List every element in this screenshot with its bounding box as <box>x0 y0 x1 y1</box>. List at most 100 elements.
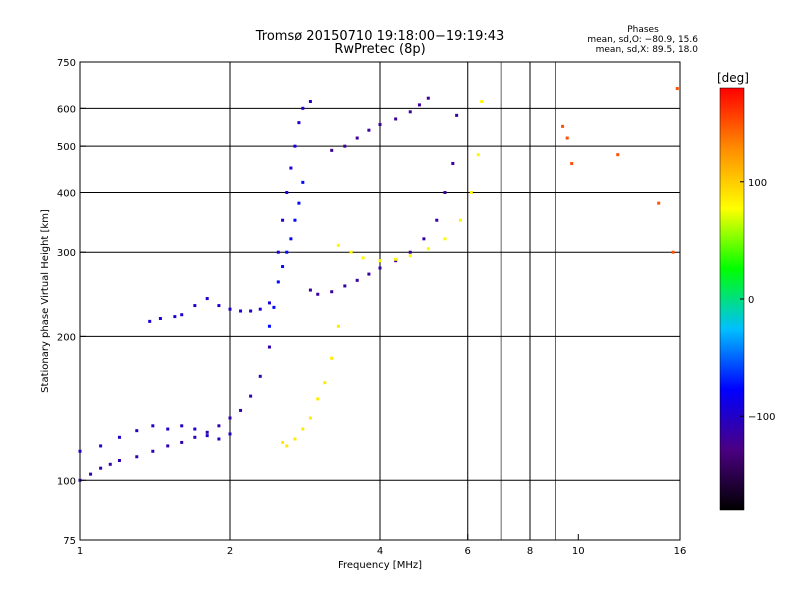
data-point <box>422 237 426 241</box>
grid <box>80 62 680 540</box>
data-point <box>285 250 289 254</box>
chart-title: Tromsø 20150710 19:18:00−19:19:43 <box>255 29 505 44</box>
data-point <box>281 440 285 444</box>
data-point <box>249 309 253 313</box>
data-point <box>367 272 371 276</box>
data-point <box>239 309 243 313</box>
data-point <box>205 434 209 438</box>
data-point <box>285 444 289 448</box>
y-tick-label: 75 <box>63 536 76 547</box>
data-point <box>297 121 301 125</box>
data-point <box>267 301 271 305</box>
data-point <box>378 266 382 270</box>
colorbar-ticks: 100 0 −100 <box>740 178 775 423</box>
data-point <box>336 324 340 328</box>
data-point <box>228 432 232 436</box>
data-point <box>293 144 297 148</box>
data-point <box>272 305 276 309</box>
colorbar-tick-label: −100 <box>748 412 775 423</box>
data-point <box>408 254 412 258</box>
data-point <box>458 218 462 222</box>
data-point <box>394 117 398 121</box>
data-point <box>336 243 340 247</box>
stats-heading: Phases <box>627 25 659 35</box>
data-point <box>239 408 243 412</box>
data-point <box>565 136 569 140</box>
colorbar-label: [deg] <box>717 71 749 85</box>
data-point <box>451 161 455 165</box>
data-point <box>561 124 565 128</box>
data-point <box>308 416 312 420</box>
data-point <box>378 259 382 263</box>
data-point <box>217 424 221 428</box>
x-tick-label: 1 <box>77 546 83 557</box>
data-point <box>276 280 280 284</box>
data-point <box>675 87 679 91</box>
colorbar-tick-label: 100 <box>748 178 767 189</box>
data-point <box>166 444 170 448</box>
data-point <box>443 190 447 194</box>
data-point <box>476 153 480 157</box>
y-tick-label: 400 <box>57 188 76 199</box>
data-point <box>267 345 271 349</box>
x-tick-label: 4 <box>377 546 383 557</box>
x-tick-label: 10 <box>572 546 585 557</box>
data-point <box>308 100 312 104</box>
data-point <box>166 427 170 431</box>
data-point <box>316 292 320 296</box>
data-point <box>301 106 305 110</box>
data-point <box>117 458 121 462</box>
data-point <box>417 103 421 107</box>
data-point <box>258 307 262 311</box>
data-point <box>330 148 334 152</box>
data-point <box>117 435 121 439</box>
data-point <box>151 424 155 428</box>
data-point <box>308 288 312 292</box>
data-point <box>205 430 209 434</box>
data-point <box>480 100 484 104</box>
data-point <box>148 319 152 323</box>
data-point <box>217 437 221 441</box>
data-point <box>426 247 430 251</box>
data-point <box>217 304 221 308</box>
y-tick-label: 750 <box>57 58 76 69</box>
data-point <box>426 96 430 100</box>
data-point <box>343 284 347 288</box>
x-axis-label: Frequency [MHz] <box>338 560 422 571</box>
data-point <box>180 424 184 428</box>
data-point <box>301 180 305 184</box>
data-point <box>285 190 289 194</box>
data-point <box>228 307 232 311</box>
y-tick-label: 300 <box>57 248 76 259</box>
data-point <box>289 166 293 170</box>
data-point <box>293 218 297 222</box>
x-tick-label: 8 <box>527 546 533 557</box>
data-point <box>99 466 103 470</box>
y-axis-label: Stationary phase Virtual Height [km] <box>40 209 51 393</box>
data-point <box>193 427 197 431</box>
y-tick-label: 200 <box>57 332 76 343</box>
data-point <box>455 113 459 117</box>
data-point <box>443 237 447 241</box>
chart-subtitle: RwPretec (8p) <box>334 42 425 57</box>
data-point <box>135 429 139 433</box>
data-point <box>108 462 112 466</box>
x-tick-label: 16 <box>674 546 687 557</box>
data-point <box>89 472 93 476</box>
data-point <box>361 256 365 260</box>
data-point <box>281 265 285 269</box>
stats-line-o: mean, sd,O: −80.9, 15.6 <box>587 35 698 45</box>
y-axis-ticks: 75 100 200 300 400 500 600 750 <box>57 58 86 547</box>
x-tick-label: 6 <box>465 546 471 557</box>
data-point <box>408 250 412 254</box>
data-point <box>158 316 162 320</box>
y-tick-label: 500 <box>57 142 76 153</box>
data-point <box>343 144 347 148</box>
data-point <box>180 440 184 444</box>
data-point <box>408 110 412 114</box>
data-point <box>151 449 155 453</box>
data-point <box>281 218 285 222</box>
data-point <box>180 313 184 317</box>
colorbar-tick-label: 0 <box>748 295 754 306</box>
